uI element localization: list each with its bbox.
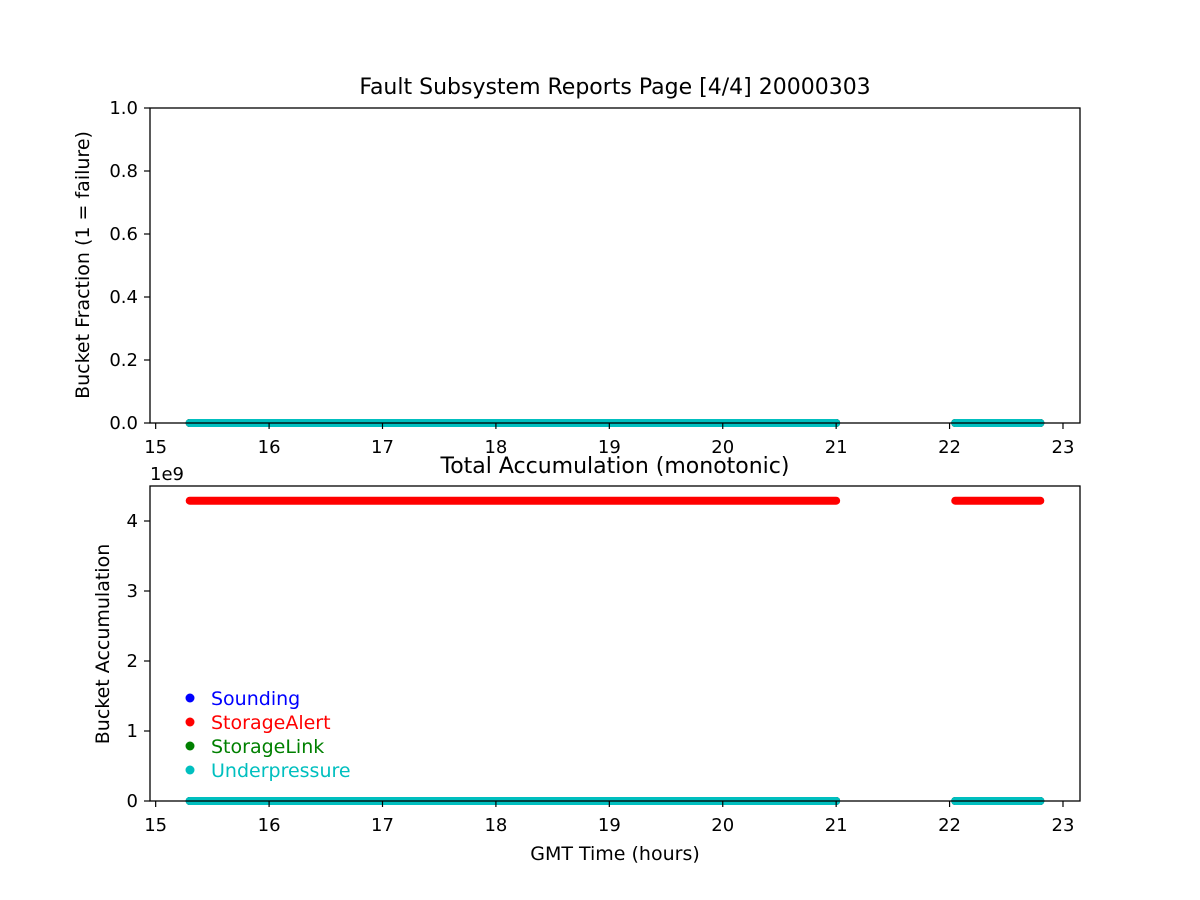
bottom-x-tick-label: 16 bbox=[258, 815, 281, 836]
legend-label-storagelink: StorageLink bbox=[211, 736, 324, 758]
top-title: Fault Subsystem Reports Page [4/4] 20000… bbox=[359, 75, 870, 100]
top-y-tick-label: 0.6 bbox=[109, 224, 138, 245]
top-y-tick-label: 0.8 bbox=[109, 161, 138, 182]
top-panel: Fault Subsystem Reports Page [4/4] 20000… bbox=[72, 75, 1081, 458]
top-y-ticks: 0.0 0.2 0.4 0.6 0.8 1.0 bbox=[109, 98, 150, 434]
bottom-x-tick-label: 23 bbox=[1052, 815, 1075, 836]
bottom-x-tick-label: 20 bbox=[711, 815, 734, 836]
bottom-y-tick-label: 0 bbox=[127, 791, 138, 812]
top-x-tick-label: 21 bbox=[825, 437, 848, 458]
top-x-tick-label: 15 bbox=[144, 437, 167, 458]
bottom-y-tick-label: 1 bbox=[127, 721, 138, 742]
legend-label-storagealert: StorageAlert bbox=[211, 712, 331, 734]
top-axes-frame bbox=[149, 107, 1081, 424]
top-x-tick-label: 16 bbox=[258, 437, 281, 458]
legend-marker-underpressure bbox=[185, 765, 195, 775]
bottom-x-tick-label: 15 bbox=[144, 815, 167, 836]
top-y-tick-label: 1.0 bbox=[109, 98, 138, 119]
legend-marker-storagelink bbox=[185, 741, 195, 751]
top-x-tick-label: 17 bbox=[371, 437, 394, 458]
bottom-x-tick-label: 18 bbox=[484, 815, 507, 836]
bottom-panel: Total Accumulation (monotonic) 1e9 Bucke… bbox=[92, 454, 1081, 865]
legend-marker-storagealert bbox=[185, 717, 195, 727]
bottom-title: Total Accumulation (monotonic) bbox=[440, 454, 790, 479]
top-x-tick-label: 18 bbox=[484, 437, 507, 458]
bottom-offset-label: 1e9 bbox=[150, 464, 184, 485]
legend-marker-sounding bbox=[185, 693, 195, 703]
bottom-x-tick-label: 19 bbox=[598, 815, 621, 836]
top-y-tick-label: 0.0 bbox=[109, 413, 138, 434]
top-x-ticks: 15 16 17 18 19 20 21 22 23 bbox=[144, 423, 1074, 458]
legend-label-sounding: Sounding bbox=[211, 688, 300, 710]
bottom-y-tick-label: 4 bbox=[127, 511, 138, 532]
bottom-x-tick-label: 22 bbox=[938, 815, 961, 836]
top-y-tick-label: 0.4 bbox=[109, 287, 138, 308]
bottom-ylabel: Bucket Accumulation bbox=[92, 544, 114, 745]
bottom-x-tick-label: 17 bbox=[371, 815, 394, 836]
bottom-x-tick-label: 21 bbox=[825, 815, 848, 836]
top-x-tick-label: 20 bbox=[711, 437, 734, 458]
bottom-xlabel: GMT Time (hours) bbox=[530, 843, 700, 865]
top-ylabel: Bucket Fraction (1 = failure) bbox=[72, 131, 94, 399]
bottom-axes-frame bbox=[149, 485, 1081, 802]
bottom-y-tick-label: 3 bbox=[127, 581, 138, 602]
legend: SoundingStorageAlertStorageLinkUnderpres… bbox=[185, 688, 351, 782]
top-x-tick-label: 22 bbox=[938, 437, 961, 458]
bottom-y-tick-label: 2 bbox=[127, 651, 138, 672]
bottom-x-ticks: 15 16 17 18 19 20 21 22 23 bbox=[144, 801, 1074, 836]
legend-label-underpressure: Underpressure bbox=[211, 760, 351, 782]
top-x-tick-label: 23 bbox=[1052, 437, 1075, 458]
top-y-tick-label: 0.2 bbox=[109, 350, 138, 371]
bottom-y-ticks: 0 1 2 3 4 bbox=[127, 511, 150, 812]
top-x-tick-label: 19 bbox=[598, 437, 621, 458]
